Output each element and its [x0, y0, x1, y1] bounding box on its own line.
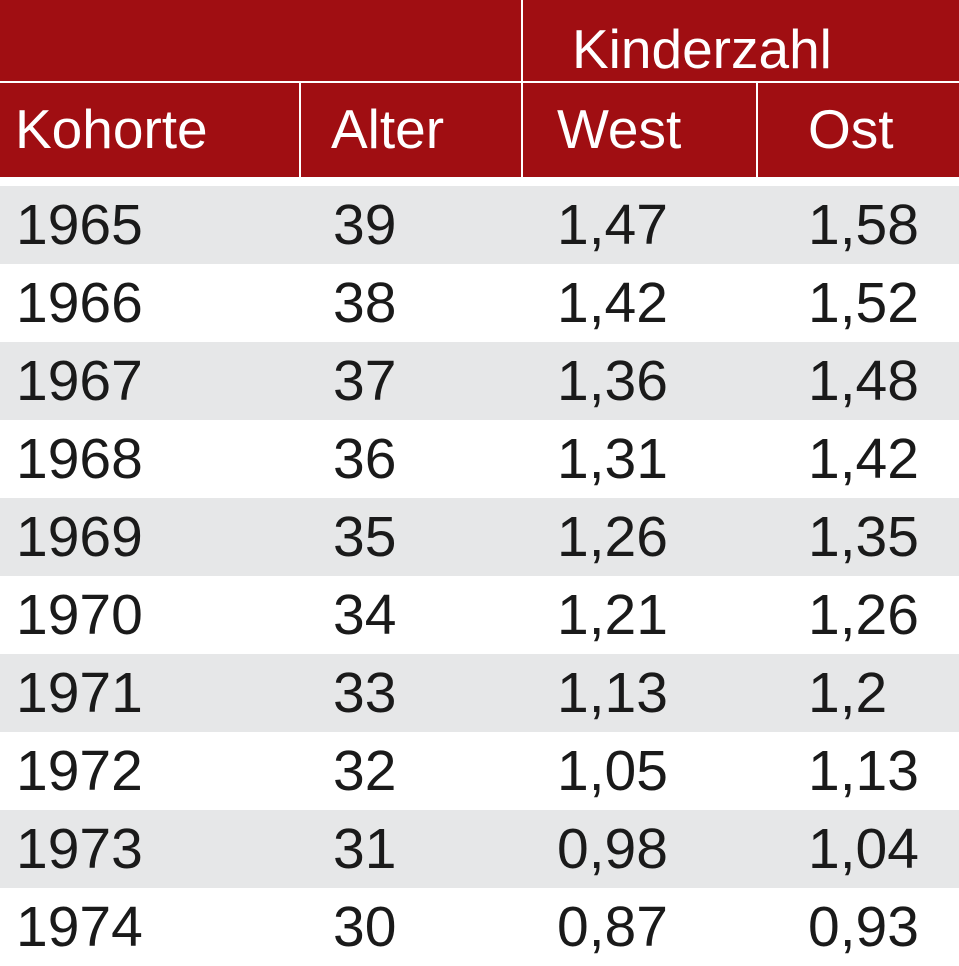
- cell-ost: 1,58: [808, 193, 919, 257]
- cell-kohorte: 1965: [16, 193, 143, 257]
- cell-west: 1,26: [557, 505, 668, 569]
- cell-west: 1,36: [557, 349, 668, 413]
- table-row: 1974 30 0,87 0,93: [0, 888, 959, 966]
- header-divider: [0, 81, 959, 83]
- cell-alter: 39: [333, 193, 397, 257]
- cell-alter: 35: [333, 505, 397, 569]
- cell-alter: 32: [333, 739, 397, 803]
- cell-west: 1,47: [557, 193, 668, 257]
- table-row: 1965 39 1,47 1,58: [0, 186, 959, 264]
- table-row: 1966 38 1,42 1,52: [0, 264, 959, 342]
- header-divider-vertical: [299, 83, 301, 177]
- cell-west: 0,87: [557, 895, 668, 959]
- cell-ost: 0,93: [808, 895, 919, 959]
- cell-west: 1,21: [557, 583, 668, 647]
- table-row: 1973 31 0,98 1,04: [0, 810, 959, 888]
- cell-ost: 1,35: [808, 505, 919, 569]
- column-header-alter: Alter: [331, 98, 445, 160]
- cell-west: 1,42: [557, 271, 668, 335]
- cell-kohorte: 1971: [16, 661, 143, 725]
- cell-alter: 37: [333, 349, 397, 413]
- column-header-kohorte: Kohorte: [15, 98, 208, 160]
- cell-kohorte: 1967: [16, 349, 143, 413]
- cell-alter: 36: [333, 427, 397, 491]
- cell-ost: 1,13: [808, 739, 919, 803]
- header-divider-vertical: [756, 83, 758, 177]
- cell-alter: 38: [333, 271, 397, 335]
- cell-kohorte: 1968: [16, 427, 143, 491]
- table-row: 1967 37 1,36 1,48: [0, 342, 959, 420]
- cell-ost: 1,04: [808, 817, 919, 881]
- cell-alter: 34: [333, 583, 397, 647]
- cell-ost: 1,52: [808, 271, 919, 335]
- table-row: 1971 33 1,13 1,2: [0, 654, 959, 732]
- cell-kohorte: 1970: [16, 583, 143, 647]
- table-row: 1972 32 1,05 1,13: [0, 732, 959, 810]
- cell-ost: 1,26: [808, 583, 919, 647]
- cell-kohorte: 1974: [16, 895, 143, 959]
- table-row: 1969 35 1,26 1,35: [0, 498, 959, 576]
- cell-kohorte: 1973: [16, 817, 143, 881]
- cell-kohorte: 1972: [16, 739, 143, 803]
- table-header: Kinderzahl Kohorte Alter West Ost: [0, 0, 959, 177]
- column-header-west: West: [557, 98, 682, 160]
- cell-west: 0,98: [557, 817, 668, 881]
- cell-ost: 1,2: [808, 661, 888, 725]
- cell-west: 1,31: [557, 427, 668, 491]
- cell-alter: 33: [333, 661, 397, 725]
- table-row: 1970 34 1,21 1,26: [0, 576, 959, 654]
- cell-kohorte: 1966: [16, 271, 143, 335]
- cell-alter: 30: [333, 895, 397, 959]
- table-row: 1968 36 1,31 1,42: [0, 420, 959, 498]
- cell-west: 1,05: [557, 739, 668, 803]
- cell-west: 1,13: [557, 661, 668, 725]
- cell-ost: 1,42: [808, 427, 919, 491]
- cell-ost: 1,48: [808, 349, 919, 413]
- cell-alter: 31: [333, 817, 397, 881]
- group-header-kinderzahl: Kinderzahl: [572, 18, 832, 80]
- column-header-ost: Ost: [808, 98, 894, 160]
- header-divider-vertical: [521, 0, 523, 177]
- cell-kohorte: 1969: [16, 505, 143, 569]
